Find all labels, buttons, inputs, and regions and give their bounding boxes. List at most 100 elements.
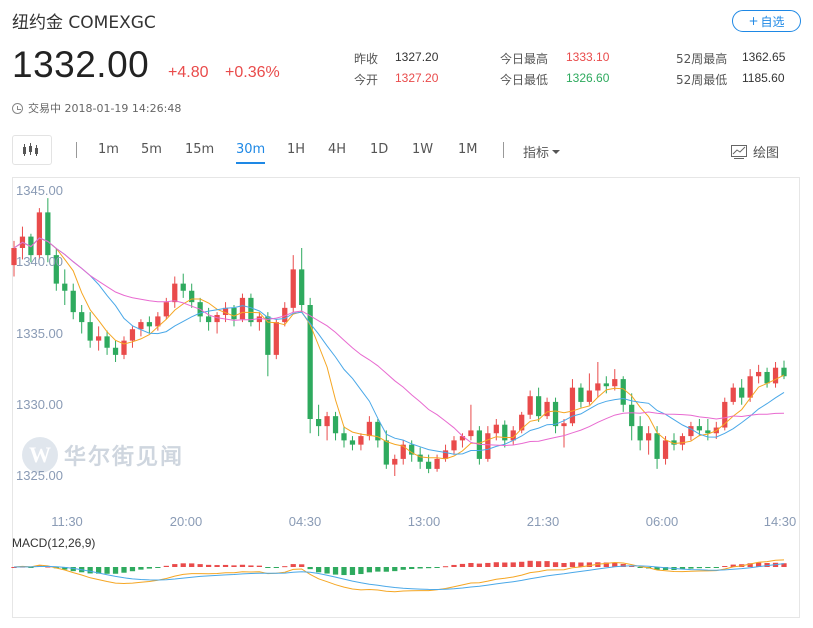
candle-body bbox=[70, 290, 76, 313]
indicator-label: 指标 bbox=[523, 146, 550, 161]
page-title: 纽约金 COMEXGC bbox=[12, 13, 156, 33]
caret-down-icon bbox=[552, 149, 561, 154]
timeframe-4h[interactable]: 4H bbox=[328, 142, 347, 157]
candle-body bbox=[747, 376, 753, 398]
macd-histogram-bar bbox=[324, 567, 330, 574]
candle-body bbox=[442, 450, 449, 459]
draw-button[interactable]: 绘图 bbox=[731, 142, 779, 161]
macd-histogram-bar bbox=[248, 565, 254, 567]
candle-body bbox=[519, 414, 525, 431]
trading-status: 交易中 2018-01-19 14:26:48 bbox=[12, 100, 181, 116]
candle-body bbox=[468, 430, 474, 437]
macd-histogram-bar bbox=[755, 562, 762, 567]
timeframe-1m[interactable]: 1m bbox=[98, 142, 119, 157]
macd-histogram-bar bbox=[315, 567, 322, 573]
candle-body bbox=[705, 430, 711, 434]
draw-label: 绘图 bbox=[753, 146, 780, 161]
candle-body bbox=[544, 401, 550, 417]
candle-body bbox=[392, 458, 398, 465]
draw-chart-icon bbox=[731, 144, 747, 159]
macd-histogram-bar bbox=[459, 563, 466, 567]
macd-histogram-bar bbox=[375, 567, 381, 572]
week52-high-value: 1362.65 bbox=[742, 50, 786, 64]
candle-body bbox=[696, 426, 703, 431]
macd-histogram-bar bbox=[307, 567, 313, 570]
candle-body bbox=[510, 430, 516, 441]
candle-body bbox=[459, 436, 466, 441]
candle-body bbox=[409, 444, 415, 455]
candle-body bbox=[502, 424, 508, 441]
indicator-dropdown[interactable]: 指标 bbox=[523, 142, 561, 161]
macd-histogram-bar bbox=[273, 567, 279, 568]
candle-body bbox=[121, 340, 127, 355]
current-price: 1332.00 bbox=[12, 44, 150, 85]
candle-body bbox=[451, 440, 457, 451]
chart-type-button[interactable] bbox=[12, 135, 52, 165]
timeframe-1d[interactable]: 1D bbox=[370, 142, 389, 157]
candle-body bbox=[383, 440, 389, 465]
candle-body bbox=[112, 347, 119, 355]
candle-body bbox=[282, 307, 288, 323]
macd-histogram-bar bbox=[688, 567, 694, 569]
week52-low-value: 1185.60 bbox=[742, 71, 785, 85]
wallstreetcn-logo-icon: W bbox=[22, 437, 58, 473]
x-tick-label: 06:00 bbox=[645, 514, 679, 529]
y-tick-label: 1330.00 bbox=[16, 397, 63, 412]
macd-histogram-bar bbox=[468, 562, 474, 567]
watermark-text: 华尔街见闻 bbox=[64, 445, 185, 470]
macd-histogram-bar bbox=[781, 563, 787, 567]
day-low-label: 今日最低 bbox=[500, 73, 549, 87]
macd-histogram-bar bbox=[620, 563, 626, 567]
day-low-value: 1326.60 bbox=[566, 71, 610, 85]
macd-histogram-bar bbox=[189, 563, 195, 567]
timeframe-30m[interactable]: 30m bbox=[236, 142, 266, 164]
candle-body bbox=[578, 387, 584, 402]
candle-body bbox=[79, 312, 85, 323]
macd-histogram-bar bbox=[569, 562, 576, 567]
candle-body bbox=[265, 316, 271, 355]
timeframe-5m[interactable]: 5m bbox=[141, 142, 162, 157]
timeframe-15m[interactable]: 15m bbox=[185, 142, 215, 157]
candle-body bbox=[138, 322, 144, 330]
timeframe-1h[interactable]: 1H bbox=[287, 142, 306, 157]
candle-body bbox=[62, 283, 68, 291]
macd-histogram-bar bbox=[290, 564, 296, 567]
candle-body bbox=[671, 440, 677, 445]
macd-histogram-bar bbox=[282, 566, 288, 568]
candle-body bbox=[45, 212, 51, 256]
candle-body bbox=[366, 421, 373, 437]
candle-body bbox=[645, 433, 652, 441]
timeframe-1w[interactable]: 1W bbox=[412, 142, 434, 157]
candle-body bbox=[654, 433, 660, 459]
candle-body bbox=[129, 329, 136, 341]
macd-histogram-bar bbox=[197, 564, 203, 567]
candle-body bbox=[155, 316, 161, 327]
candle-body bbox=[239, 297, 246, 320]
macd-histogram-bar bbox=[62, 567, 68, 570]
macd-histogram-bar bbox=[417, 567, 423, 569]
ma-line-long bbox=[13, 237, 785, 447]
candle-body bbox=[180, 283, 186, 291]
y-tick-label: 1340.00 bbox=[16, 254, 63, 269]
x-tick-label: 11:30 bbox=[51, 514, 83, 529]
macd-histogram-bar bbox=[129, 567, 136, 572]
candle-body bbox=[772, 367, 779, 384]
macd-histogram-bar bbox=[155, 567, 161, 568]
candle-body bbox=[679, 436, 686, 445]
add-to-watchlist-button[interactable]: + 自选 bbox=[732, 10, 801, 32]
candle-body bbox=[527, 396, 533, 415]
candle-body bbox=[552, 401, 559, 427]
macd-histogram-bar bbox=[705, 567, 711, 568]
ma-line-short bbox=[13, 237, 785, 460]
macd-histogram-bar bbox=[713, 567, 719, 568]
timeframe-1mo[interactable]: 1M bbox=[458, 142, 478, 157]
x-tick-label: 13:00 bbox=[407, 514, 441, 529]
prev-close-value: 1327.20 bbox=[395, 50, 439, 64]
candle-body bbox=[205, 316, 212, 323]
macd-histogram-bar bbox=[502, 562, 508, 567]
chart-panel[interactable] bbox=[12, 177, 800, 618]
candle-body bbox=[189, 290, 195, 303]
macd-histogram-bar bbox=[172, 564, 178, 567]
open-label: 今开 bbox=[354, 73, 379, 87]
